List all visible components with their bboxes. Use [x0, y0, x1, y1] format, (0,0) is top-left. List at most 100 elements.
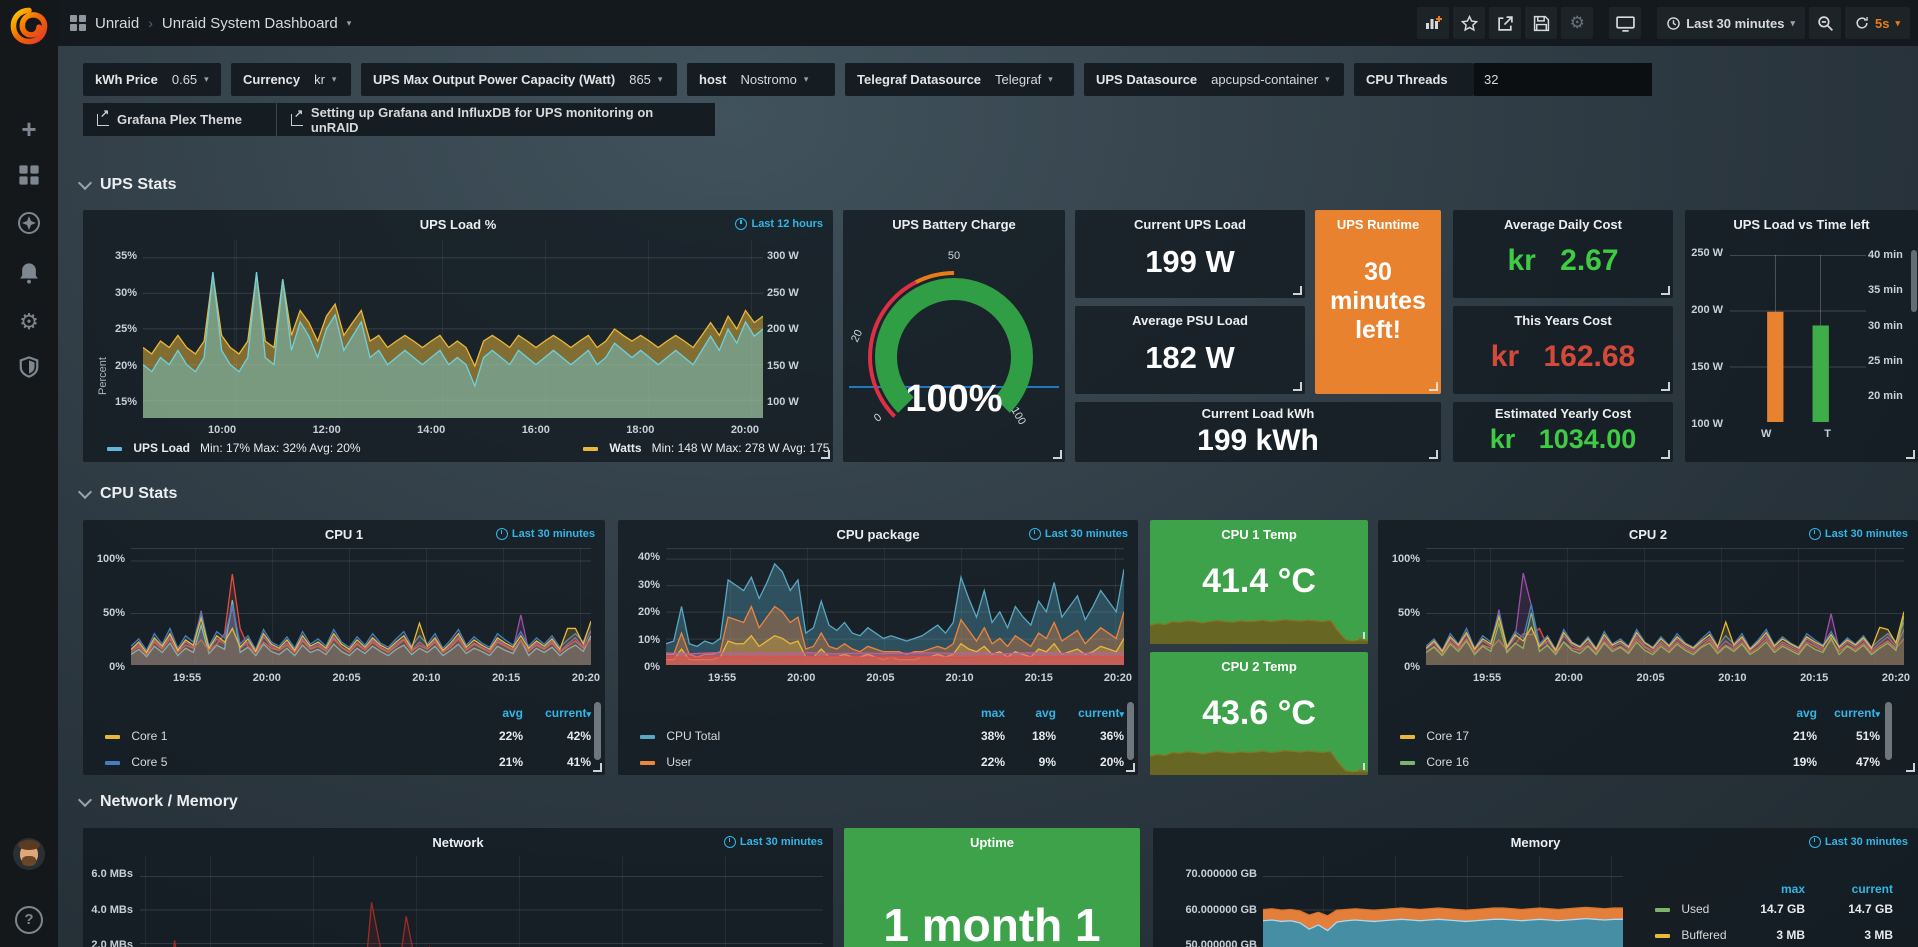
- variable-currency: Currency kr▾: [231, 63, 351, 96]
- legend-scrollbar[interactable]: [1885, 702, 1892, 760]
- dashboards-icon[interactable]: [0, 164, 58, 191]
- clock-icon: [1809, 836, 1821, 848]
- panel-time-range[interactable]: Last 12 hours: [735, 218, 823, 230]
- panel-title[interactable]: UPS Load vs Time left: [1685, 217, 1918, 232]
- panel-this-years-cost: This Years Cost kr 162.68: [1453, 306, 1673, 394]
- panel-uptime: Uptime 1 month 1: [844, 828, 1140, 947]
- panel-time-range[interactable]: Last 30 minutes: [1029, 528, 1128, 540]
- share-button[interactable]: [1489, 7, 1521, 39]
- legend-col-avg[interactable]: avg: [453, 706, 523, 720]
- legend-col-current[interactable]: current▾: [521, 706, 591, 720]
- create-icon[interactable]: +: [0, 114, 58, 145]
- ups-bar-chart[interactable]: [1730, 255, 1866, 422]
- panel-resize-handle[interactable]: [1293, 382, 1302, 391]
- panel-resize-handle[interactable]: [1293, 286, 1302, 295]
- series-color-dash[interactable]: [640, 735, 655, 739]
- panel-estimated-yearly-cost: Estimated Yearly Cost kr 1034.00: [1453, 402, 1673, 462]
- legend-row: User 22% 9% 20%: [618, 755, 1138, 771]
- panel-title[interactable]: Current UPS Load: [1075, 217, 1305, 232]
- legend-col-current[interactable]: current▾: [1054, 706, 1124, 720]
- x-axis-ticks: 10:0012:0014:0016:0018:0020:00: [208, 424, 759, 436]
- legend-col-current[interactable]: current: [1823, 882, 1893, 896]
- server-admin-shield-icon[interactable]: [0, 356, 58, 383]
- legend-header: avg current▾: [83, 706, 605, 722]
- panel-title[interactable]: Estimated Yearly Cost: [1453, 406, 1673, 421]
- legend-col-avg[interactable]: avg: [1747, 706, 1817, 720]
- legend-scrollbar[interactable]: [1127, 702, 1134, 760]
- panel-resize-handle[interactable]: [1053, 450, 1062, 459]
- panel-resize-handle[interactable]: [1661, 382, 1670, 391]
- panel-title[interactable]: CPU 1 Temp: [1150, 527, 1368, 542]
- add-panel-button[interactable]: [1417, 7, 1449, 39]
- cpu-threads-input[interactable]: [1474, 63, 1652, 96]
- alerting-bell-icon[interactable]: [0, 262, 58, 289]
- panel-title[interactable]: CPU 2 Temp: [1150, 659, 1368, 674]
- dashboard-settings-button[interactable]: ⚙: [1561, 7, 1593, 39]
- breadcrumb-current[interactable]: Unraid System Dashboard: [162, 15, 338, 32]
- breadcrumb-root[interactable]: Unraid: [95, 15, 139, 32]
- section-ups-stats[interactable]: UPS Stats: [80, 176, 176, 194]
- series-color-dash[interactable]: [1400, 761, 1415, 765]
- configuration-gear-icon[interactable]: ⚙: [0, 309, 58, 335]
- series-color-dash[interactable]: [640, 761, 655, 765]
- panel-title[interactable]: Average Daily Cost: [1453, 217, 1673, 232]
- cpu2-chart[interactable]: [1426, 548, 1904, 665]
- panel-title[interactable]: Uptime: [844, 835, 1140, 850]
- panel-time-range[interactable]: Last 30 minutes: [496, 528, 595, 540]
- link-ups-monitoring-guide[interactable]: Setting up Grafana and InfluxDB for UPS …: [277, 103, 715, 136]
- series-color-dash[interactable]: [1655, 934, 1670, 938]
- panel-resize-handle[interactable]: [1661, 286, 1670, 295]
- legend-col-max[interactable]: max: [1735, 882, 1805, 896]
- legend-ups-load[interactable]: UPS LoadMin: 17% Max: 32% Avg: 20%: [107, 441, 361, 455]
- panel-title[interactable]: Current Load kWh: [1075, 406, 1441, 421]
- panel-average-daily-cost: Average Daily Cost kr 2.67: [1453, 210, 1673, 298]
- link-grafana-plex-theme[interactable]: Grafana Plex Theme: [83, 103, 276, 136]
- panel-title[interactable]: UPS Runtime: [1315, 217, 1441, 232]
- series-color-dash[interactable]: [1400, 735, 1415, 739]
- variable-telegraf-datasource: Telegraf Datasource Telegraf▾: [845, 63, 1074, 96]
- cpu-package-chart[interactable]: [666, 548, 1124, 665]
- top-navbar: Unraid › Unraid System Dashboard ▾ ⚙: [58, 0, 1918, 46]
- dashboard-grid-icon[interactable]: [70, 15, 86, 31]
- panel-cpu2-temp: CPU 2 Temp 43.6 °C: [1150, 652, 1368, 775]
- panel-time-range[interactable]: Last 30 minutes: [1809, 836, 1908, 848]
- legend-watts[interactable]: WattsMin: 148 W Max: 278 W Avg: 175 W: [583, 441, 833, 455]
- time-range-picker[interactable]: Last 30 minutes ▾: [1657, 7, 1805, 39]
- refresh-picker[interactable]: 5s ▾: [1845, 7, 1910, 39]
- panel-title[interactable]: Memory: [1153, 835, 1918, 850]
- legend-scrollbar[interactable]: [594, 702, 601, 760]
- panel-title[interactable]: Average PSU Load: [1075, 313, 1305, 328]
- clock-icon: [1029, 528, 1041, 540]
- grafana-logo-icon[interactable]: [0, 6, 58, 51]
- panel-time-range[interactable]: Last 30 minutes: [1809, 528, 1908, 540]
- series-color-dash[interactable]: [105, 735, 120, 739]
- series-color-dash[interactable]: [583, 447, 598, 451]
- panel-time-range[interactable]: Last 30 minutes: [724, 836, 823, 848]
- clock-icon: [1809, 528, 1821, 540]
- dashboard-dropdown-caret[interactable]: ▾: [347, 18, 352, 29]
- panel-title[interactable]: UPS Battery Charge: [843, 217, 1065, 232]
- page-scrollbar[interactable]: [1911, 250, 1917, 312]
- panel-title[interactable]: Network: [83, 835, 833, 850]
- ups-load-chart[interactable]: [143, 240, 763, 418]
- series-color-dash[interactable]: [105, 761, 120, 765]
- section-cpu-stats[interactable]: CPU Stats: [80, 485, 177, 503]
- legend-col-avg[interactable]: avg: [986, 706, 1056, 720]
- series-color-dash[interactable]: [107, 447, 122, 451]
- cycle-view-tv-icon[interactable]: [1609, 7, 1641, 39]
- avatar[interactable]: [0, 838, 58, 870]
- section-network-memory[interactable]: Network / Memory: [80, 793, 238, 811]
- network-chart[interactable]: [140, 856, 823, 947]
- help-icon[interactable]: ?: [0, 906, 58, 934]
- zoom-out-button[interactable]: [1809, 7, 1841, 39]
- panel-resize-handle[interactable]: [1906, 450, 1915, 459]
- panel-resize-handle[interactable]: [1429, 382, 1438, 391]
- star-button[interactable]: [1453, 7, 1485, 39]
- legend-col-current[interactable]: current▾: [1810, 706, 1880, 720]
- series-color-dash[interactable]: [1655, 908, 1670, 912]
- explore-compass-icon[interactable]: [0, 211, 58, 240]
- panel-title[interactable]: UPS Load %: [83, 217, 833, 232]
- cpu1-chart[interactable]: [131, 548, 591, 665]
- save-button[interactable]: [1525, 7, 1557, 39]
- panel-title[interactable]: This Years Cost: [1453, 313, 1673, 328]
